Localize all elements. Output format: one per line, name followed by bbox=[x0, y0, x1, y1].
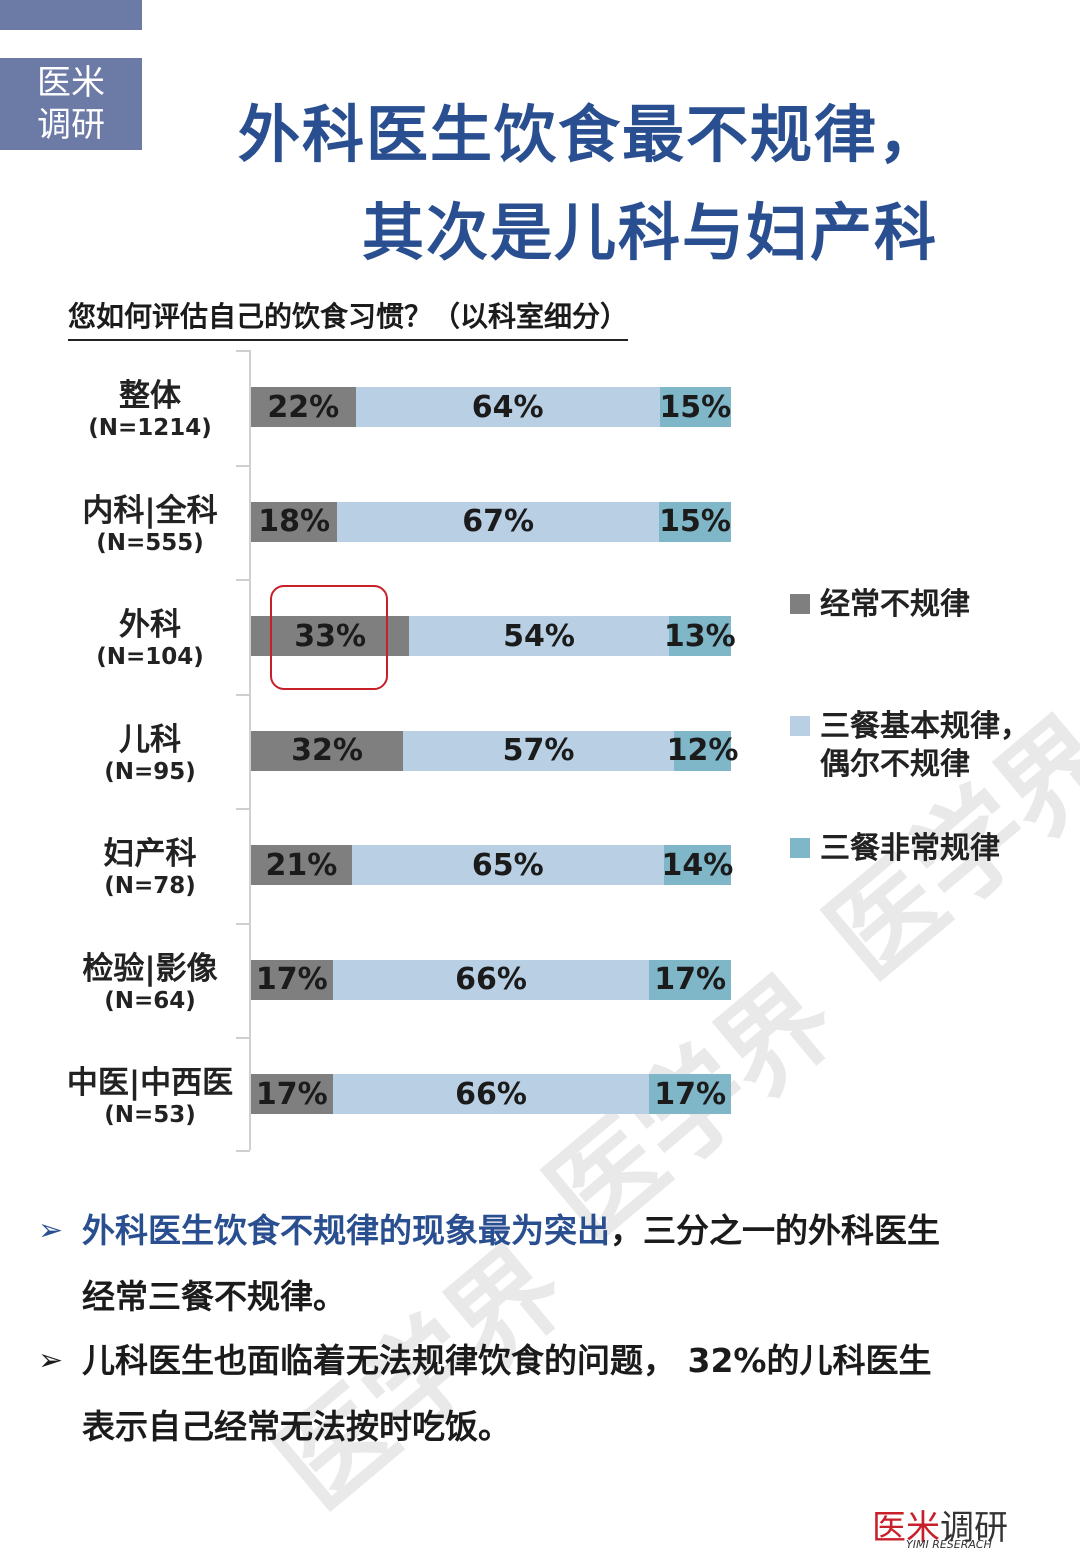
category-label: 内科|全科 (N=555) bbox=[40, 493, 260, 557]
brand-line-1: 医米 bbox=[37, 63, 105, 103]
legend-swatch bbox=[790, 594, 810, 614]
legend-label-line-1: 三餐非常规律 bbox=[820, 831, 1000, 866]
brand-line-2: 调研 bbox=[37, 105, 105, 145]
bar-segment: 64% bbox=[355, 387, 660, 427]
bar-segment: 65% bbox=[351, 845, 664, 885]
category-label: 整体 (N=1214) bbox=[40, 378, 260, 442]
legend-label-line-1: 三餐基本规律， bbox=[820, 709, 1030, 744]
legend-label-line-2: 偶尔不规律 bbox=[820, 747, 970, 782]
bar-segment: 18% bbox=[251, 501, 338, 542]
bar-segment: 15% bbox=[658, 501, 731, 542]
legend-label-line-1: 经常不规律 bbox=[820, 587, 970, 622]
category-sample-size: (N=95) bbox=[104, 758, 196, 785]
bar-segment: 67% bbox=[337, 501, 659, 542]
category-name: 妇产科 bbox=[103, 836, 197, 872]
bullet-1-line-2: 经常三餐不规律。 bbox=[82, 1277, 346, 1316]
stacked-bar: 32% 57% 12% bbox=[251, 730, 738, 771]
bar-segment: 57% bbox=[403, 730, 674, 771]
bullet-2-line-1: 儿科医生也面临着无法规律饮食的问题， 32%的儿科医生 bbox=[82, 1341, 932, 1380]
axis-tick bbox=[236, 579, 250, 581]
bar-segment: 17% bbox=[649, 959, 731, 1000]
category-sample-size: (N=555) bbox=[96, 529, 204, 556]
bar-segment: 66% bbox=[332, 959, 650, 1000]
bar-segment: 32% bbox=[251, 730, 404, 771]
axis-tick bbox=[236, 1149, 250, 1152]
category-sample-size: (N=53) bbox=[104, 1102, 196, 1128]
bar-segment: 17% bbox=[251, 1074, 333, 1114]
survey-question: 您如何评估自己的饮食习惯？（以科室细分） bbox=[68, 295, 629, 341]
bar-segment: 17% bbox=[649, 1074, 731, 1114]
category-name: 中医|中西医 bbox=[66, 1065, 234, 1101]
category-name: 检验|影像 bbox=[82, 950, 218, 987]
bar-segment: 17% bbox=[251, 959, 333, 1000]
y-axis-line bbox=[249, 350, 251, 1150]
bar-segment: 15% bbox=[659, 387, 731, 427]
legend-item: 三餐非常规律 bbox=[790, 830, 1000, 868]
axis-tick bbox=[236, 693, 250, 696]
category-sample-size: (N=104) bbox=[96, 644, 204, 670]
bullet-1-highlight: 外科医生饮食不规律的现象最为突出 bbox=[82, 1211, 610, 1250]
bar-segment: 22% bbox=[251, 387, 356, 427]
category-name: 内科|全科 bbox=[82, 492, 218, 529]
legend-swatch bbox=[790, 716, 810, 736]
bullet-point-1: ➢ 外科医生饮食不规律的现象最为突出，三分之一的外科医生 经常三餐不规律。 bbox=[38, 1198, 1038, 1330]
category-label: 外科 (N=104) bbox=[40, 607, 260, 671]
stacked-bar: 17% 66% 17% bbox=[251, 1074, 731, 1114]
axis-tick bbox=[236, 922, 250, 925]
footer-logo-dark: 调研 bbox=[940, 1508, 1008, 1548]
legend-swatch bbox=[790, 838, 810, 858]
bar-segment: 66% bbox=[332, 1074, 650, 1114]
bar-segment: 12% bbox=[667, 730, 738, 771]
category-sample-size: (N=1214) bbox=[88, 415, 212, 441]
category-sample-size: (N=64) bbox=[104, 987, 196, 1014]
legend-item: 经常不规律 bbox=[790, 586, 970, 624]
category-label: 检验|影像 (N=64) bbox=[40, 951, 260, 1015]
bullet-arrow-icon: ➢ bbox=[38, 1343, 64, 1378]
top-accent-strip bbox=[0, 0, 142, 30]
stacked-bar: 33% 54% 13% bbox=[251, 616, 736, 656]
footer-logo: 医米调研 bbox=[872, 1500, 1008, 1549]
axis-tick bbox=[236, 350, 250, 352]
footer-logo-red: 医米 bbox=[872, 1508, 940, 1548]
axis-tick bbox=[236, 464, 250, 467]
footer-logo-subtitle: YIMI RESERACH bbox=[906, 1538, 992, 1551]
category-name: 外科 bbox=[119, 607, 181, 643]
stacked-bar: 21% 65% 14% bbox=[251, 845, 733, 885]
category-label: 妇产科 (N=78) bbox=[40, 836, 260, 900]
bullet-point-2: ➢ 儿科医生也面临着无法规律饮食的问题， 32%的儿科医生 表示自己经常无法按时… bbox=[38, 1328, 1038, 1460]
category-name: 整体 bbox=[119, 378, 181, 414]
bullet-arrow-icon: ➢ bbox=[38, 1213, 64, 1248]
axis-tick bbox=[236, 1037, 250, 1039]
page-title-line-1: 外科医生饮食最不规律， bbox=[238, 98, 943, 171]
axis-tick bbox=[236, 808, 250, 810]
bar-segment: 13% bbox=[664, 616, 736, 656]
stacked-bar: 17% 66% 17% bbox=[251, 959, 731, 1000]
category-name: 儿科 bbox=[119, 721, 181, 758]
stacked-bar: 22% 64% 15% bbox=[251, 387, 731, 427]
stacked-bar: 18% 67% 15% bbox=[251, 501, 731, 542]
legend-label: 三餐基本规律， 偶尔不规律 bbox=[820, 708, 1030, 784]
bullet-2-line-2: 表示自己经常无法按时吃饭。 bbox=[82, 1407, 511, 1446]
brand-badge: 医米 调研 bbox=[0, 58, 142, 150]
page-title-line-2: 其次是儿科与妇产科 bbox=[362, 196, 939, 269]
bar-segment: 14% bbox=[661, 845, 733, 885]
legend-item: 三餐基本规律， 偶尔不规律 bbox=[790, 708, 1030, 784]
bar-segment: 54% bbox=[409, 616, 669, 656]
legend-label: 三餐非常规律 bbox=[820, 830, 1000, 868]
bar-segment: 33% bbox=[251, 616, 410, 656]
category-label: 中医|中西医 (N=53) bbox=[40, 1065, 260, 1129]
highlight-circle-surgery bbox=[270, 585, 388, 690]
bullet-1-rest: ，三分之一的外科医生 bbox=[610, 1211, 940, 1250]
category-label: 儿科 (N=95) bbox=[40, 722, 260, 786]
legend-label: 经常不规律 bbox=[820, 586, 970, 624]
bar-segment: 21% bbox=[251, 845, 352, 885]
category-sample-size: (N=78) bbox=[104, 873, 196, 899]
